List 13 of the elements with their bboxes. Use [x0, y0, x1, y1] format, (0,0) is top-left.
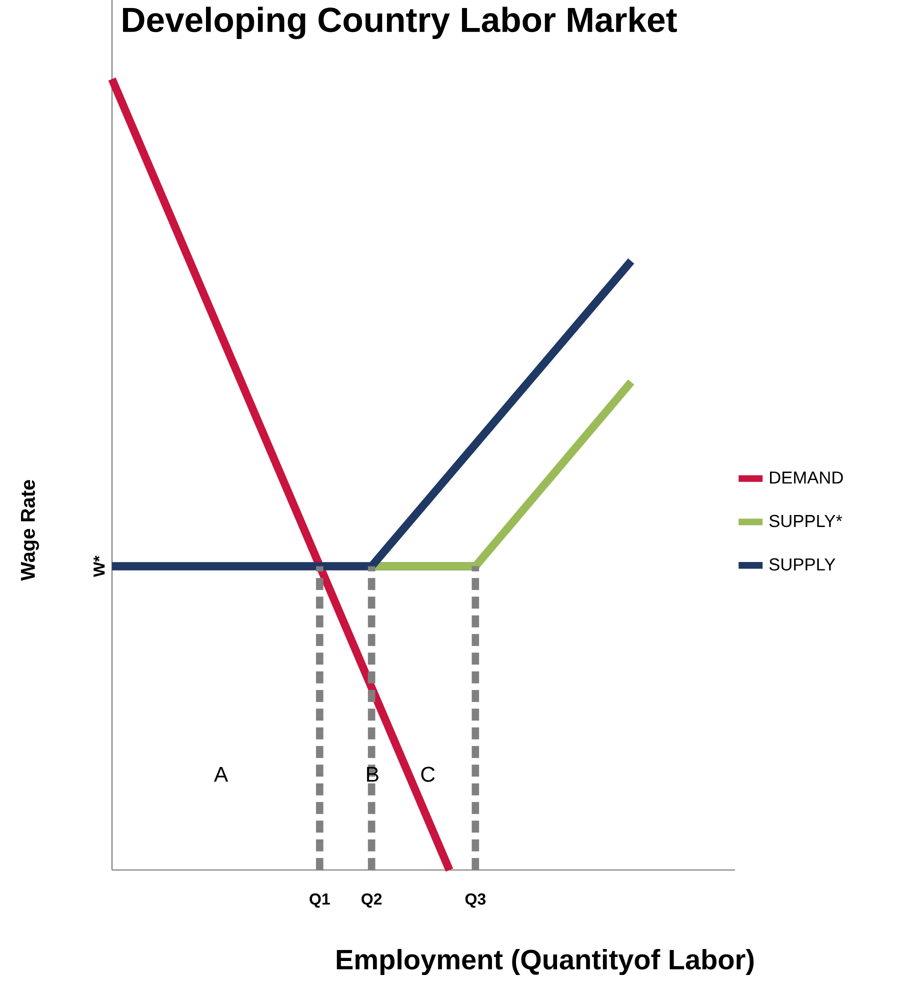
x-tick-label: Q3 [465, 893, 486, 908]
chart-title: Developing Country Labor Market [123, 6, 677, 40]
legend-label: SUPPLY* [769, 514, 842, 528]
annotation: B [367, 766, 378, 782]
annotation: A [214, 766, 228, 782]
y-axis-title: Wage Rate [21, 480, 40, 581]
x-axis-title: Employment (Quantityof Labor) [336, 948, 754, 976]
x-tick-label: Q1 [310, 893, 330, 908]
ref-line-label: W* [94, 556, 105, 577]
x-tick-label: Q2 [362, 893, 382, 908]
legend-label: SUPPLY [769, 558, 836, 571]
annotation: C [421, 766, 435, 782]
legend-label: DEMAND [770, 472, 843, 484]
